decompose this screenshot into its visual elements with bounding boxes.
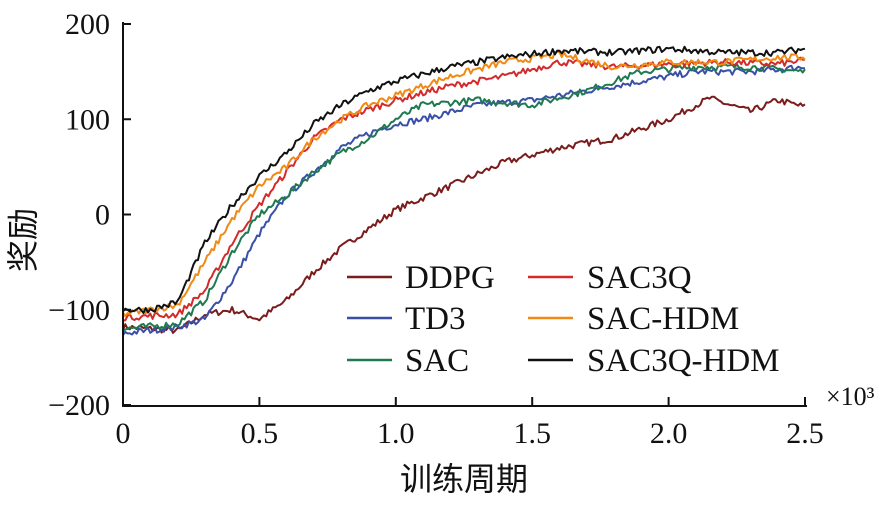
legend-item-sac-hdm: SAC-HDM (528, 301, 739, 337)
x-multiplier: ×10³ (826, 382, 875, 411)
series-layer (122, 45, 806, 336)
y-tick-label: −200 (48, 389, 110, 422)
x-tick-label: 2.5 (786, 417, 824, 450)
legend-item-sac3q-hdm: SAC3Q-HDM (528, 343, 780, 379)
legend-label: TD3 (405, 301, 466, 337)
legend-item-td3: TD3 (347, 301, 466, 337)
legend-label: SAC3Q (587, 260, 692, 296)
legend-label: SAC (405, 343, 469, 379)
y-axis-label: 奖励 (5, 208, 41, 272)
legend: DDPG TD3 SAC SAC3Q SAC-HDM SAC3Q-HDM (347, 260, 780, 379)
y-tick-label: 100 (65, 103, 110, 136)
legend-item-sac: SAC (347, 343, 469, 379)
x-tick-label: 0.5 (241, 417, 279, 450)
y-tick-label: 0 (95, 199, 110, 232)
x-tick-label: 1.0 (377, 417, 415, 450)
legend-label: DDPG (405, 260, 495, 296)
ticks-layer: 0 0.5 1.0 1.5 2.0 2.5 200 100 0 −100 −200 (48, 8, 824, 450)
legend-label: SAC-HDM (587, 301, 739, 337)
series-line-sac (122, 63, 806, 333)
legend-item-sac3q: SAC3Q (528, 260, 692, 296)
x-tick-label: 2.0 (650, 417, 688, 450)
x-tick-label: 1.5 (513, 417, 551, 450)
legend-item-ddpg: DDPG (347, 260, 495, 296)
y-tick-label: 200 (65, 8, 110, 41)
x-axis-label: 训练周期 (400, 461, 528, 497)
y-tick-label: −100 (48, 294, 110, 327)
series-line-sac-hdm (122, 50, 806, 318)
legend-label: SAC3Q-HDM (587, 343, 780, 379)
series-line-ddpg (122, 95, 806, 334)
series-line-sac3q-hdm (122, 45, 806, 314)
x-tick-label: 0 (116, 417, 131, 450)
